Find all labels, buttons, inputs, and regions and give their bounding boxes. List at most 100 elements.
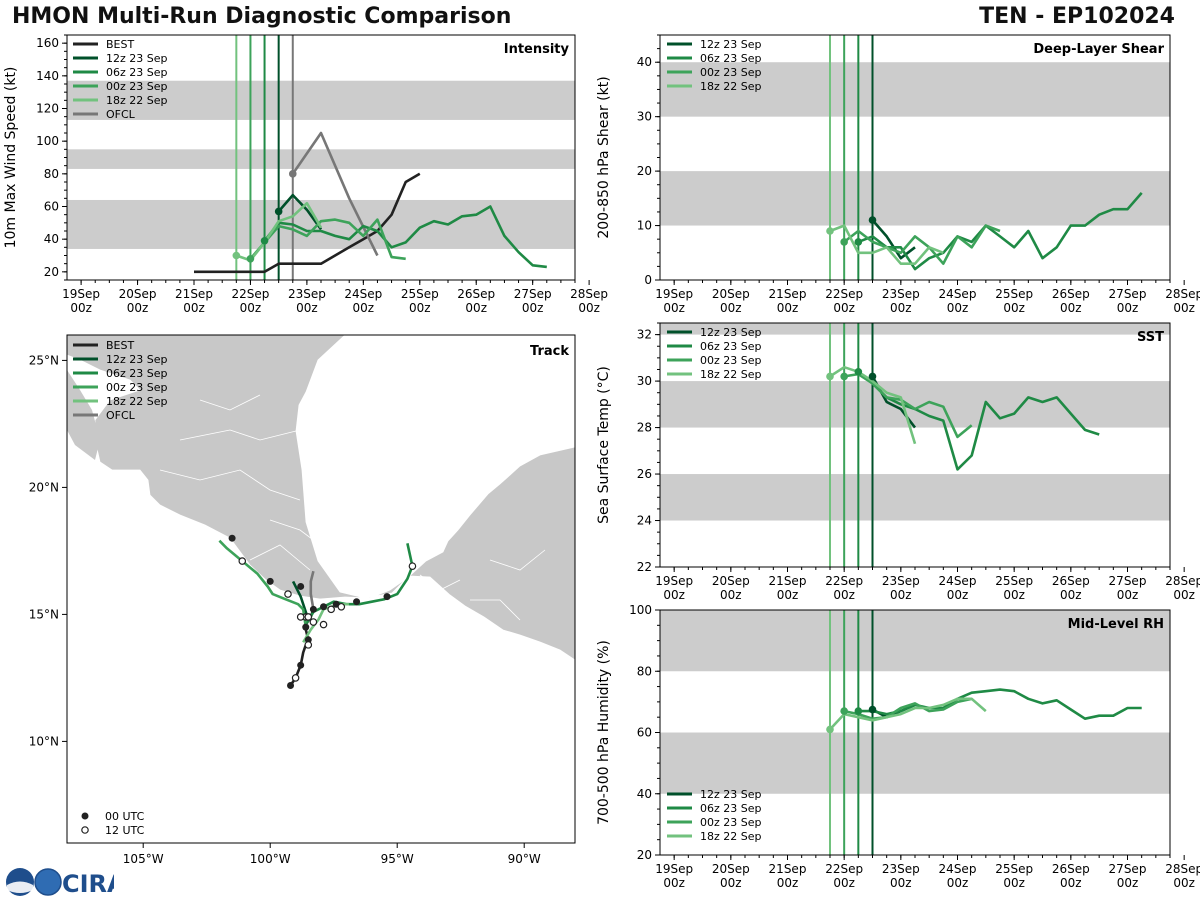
sst-xtick-label: 25Sep 00z — [995, 574, 1033, 602]
noaa-cira-logo: CIRA — [6, 868, 114, 898]
rh-legend-label: 18z 22 Sep — [700, 830, 762, 843]
intensity-xtick-label: 28Sep 00z — [570, 287, 608, 315]
sst-series-line — [857, 370, 1100, 471]
rh-xtick-label: 21Sep 00z — [769, 862, 807, 890]
rh-band — [660, 610, 1170, 672]
sst-init-marker — [854, 368, 863, 376]
track-ytick-label: 25°N — [29, 353, 59, 367]
rh-init-marker — [840, 707, 848, 715]
shear-legend-label: 06z 23 Sep — [700, 52, 762, 65]
legend-00utc-marker — [81, 812, 89, 820]
intensity-xtick-label: 25Sep 00z — [401, 287, 439, 315]
intensity-xtick-label: 22Sep 00z — [231, 287, 269, 315]
track-title: Track — [530, 344, 569, 359]
rh-xtick-label: 27Sep 00z — [1109, 862, 1147, 890]
track-point-00utc — [302, 623, 310, 631]
shear-ytick-label: 40 — [637, 55, 652, 69]
track-point-00utc — [266, 577, 274, 585]
track-xtick-label: 90°W — [508, 852, 541, 866]
track-panel: 105°W 100°W 95°W 90°W 10°N 15°N 20°N 25°N Track B… — [29, 334, 576, 866]
track-legend-label: OFCL — [106, 409, 136, 422]
legend-00utc-label: 00 UTC — [105, 810, 145, 823]
sst-xtick-label: 27Sep 00z — [1109, 574, 1147, 602]
intensity-legend-label: 06z 23 Sep — [106, 66, 168, 79]
shear-plot-area — [660, 35, 1170, 280]
track-point-12utc — [304, 613, 313, 621]
sst-xtick-label: 28Sep 00z — [1165, 574, 1200, 602]
rh-xtick-label: 28Sep 00z — [1165, 862, 1200, 890]
intensity-ytick-label: 160 — [36, 36, 59, 50]
track-line — [309, 570, 315, 610]
shear-legend-label: 12z 23 Sep — [700, 38, 762, 51]
rh-ytick-label: 40 — [637, 787, 652, 801]
rh-legend-label: 12z 23 Sep — [700, 788, 762, 801]
legend-12utc-marker — [81, 826, 89, 834]
track-point-00utc — [297, 661, 305, 669]
track-xtick-label: 95°W — [381, 852, 414, 866]
sst-xtick-label: 24Sep 00z — [939, 574, 977, 602]
sst-xtick-label: 23Sep 00z — [882, 574, 920, 602]
intensity-legend-label: OFCL — [106, 108, 136, 121]
rh-xtick-label: 19Sep 00z — [655, 862, 693, 890]
sst-xtick-label: 22Sep 00z — [825, 574, 863, 602]
shear-title: Deep-Layer Shear — [1033, 42, 1164, 57]
sst-series-line — [843, 372, 973, 439]
sst-band — [660, 381, 1170, 428]
track-point-00utc — [287, 682, 295, 690]
rh-ytick-label: 100 — [629, 603, 652, 617]
sst-init-marker — [826, 372, 834, 381]
shear-series-line — [857, 192, 1143, 271]
sst-legend-label: 12z 23 Sep — [700, 326, 762, 339]
track-plot-area — [218, 534, 417, 690]
page-title: HMON Multi-Run Diagnostic Comparison — [12, 4, 512, 29]
intensity-title: Intensity — [504, 42, 570, 57]
rh-init-marker — [868, 705, 877, 714]
intensity-ytick-label: 40 — [44, 232, 59, 246]
sst-panel: 22 24 26 28 30 32 19Sep 00z 20Sep 00z 21Sep 00z 22Se… — [596, 322, 1200, 602]
track-point-00utc — [320, 603, 328, 611]
track-point-12utc — [296, 613, 305, 621]
rh-xtick-label: 20Sep 00z — [712, 862, 750, 890]
sst-band — [660, 474, 1170, 521]
shear-init-marker — [826, 227, 834, 235]
track-point-12utc — [291, 674, 300, 682]
sst-ytick-label: 28 — [637, 421, 652, 435]
sst-band — [660, 323, 1170, 335]
legend-12utc-label: 12 UTC — [105, 824, 145, 837]
sst-legend-label: 00z 23 Sep — [700, 354, 762, 367]
intensity-band — [67, 80, 575, 120]
track-point-00utc — [353, 598, 361, 606]
intensity-series-line — [277, 193, 323, 231]
sst-xtick-label: 21Sep 00z — [769, 574, 807, 602]
rh-band — [660, 732, 1170, 794]
shear-series-line — [843, 224, 1001, 266]
sst-legend-label: 06z 23 Sep — [700, 340, 762, 353]
track-point-12utc — [327, 605, 335, 614]
rh-legend-label: 00z 23 Sep — [700, 816, 762, 829]
shear-band — [660, 62, 1170, 117]
shear-xtick-label: 25Sep 00z — [995, 287, 1033, 315]
intensity-init-marker — [232, 251, 241, 260]
sst-xtick-label: 20Sep 00z — [712, 574, 750, 602]
shear-panel: 0 10 20 30 40 19Sep 00z 20Sep 00z 21Sep 00z 22Sep 00… — [596, 34, 1200, 315]
intensity-init-marker — [260, 237, 269, 245]
intensity-xtick-label: 19Sep 00z — [62, 287, 100, 315]
intensity-ytick-label: 20 — [44, 265, 59, 279]
track-legend-label: BEST — [106, 339, 134, 352]
track-xtick-label: 100°W — [250, 852, 291, 866]
track-point-00utc — [309, 605, 317, 613]
rh-xtick-label: 25Sep 00z — [995, 862, 1033, 890]
rh-ylabel: 700-500 hPa Humidity (%) — [596, 640, 612, 825]
shear-ytick-label: 20 — [637, 164, 652, 178]
intensity-ytick-label: 100 — [36, 134, 59, 148]
sst-xtick-label: 26Sep 00z — [1052, 574, 1090, 602]
shear-xtick-label: 19Sep 00z — [655, 287, 693, 315]
track-legend-label: 00z 23 Sep — [106, 381, 168, 394]
shear-init-marker — [868, 216, 877, 224]
track-ytick-label: 20°N — [29, 480, 59, 494]
shear-xtick-label: 28Sep 00z — [1165, 287, 1200, 315]
track-legend-label: 12z 23 Sep — [106, 353, 168, 366]
intensity-ytick-label: 120 — [36, 102, 59, 116]
sst-xtick-label: 19Sep 00z — [655, 574, 693, 602]
